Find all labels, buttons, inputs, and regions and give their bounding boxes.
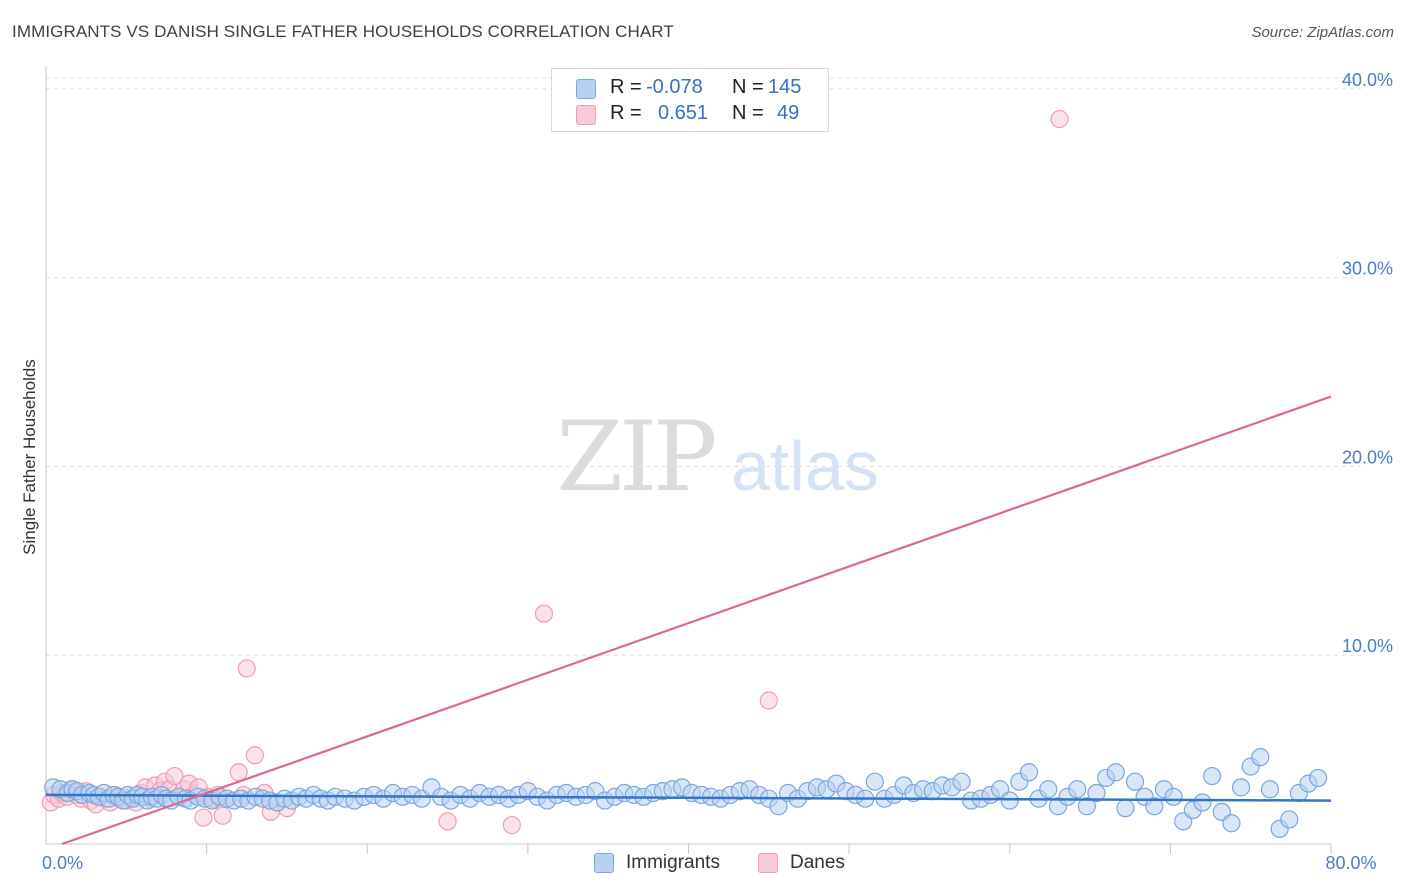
danes-point: [245, 746, 264, 765]
axes: [45, 66, 1332, 854]
danes-point: [438, 812, 457, 831]
x-tick-label: 80.0%: [1325, 853, 1376, 873]
immigrants-point: [1222, 814, 1241, 833]
immigrants-point: [1231, 778, 1251, 797]
danes-point: [1050, 109, 1069, 129]
grid: [46, 77, 1361, 656]
immigrants-swatch: [594, 853, 614, 873]
ticks: 10.0% 20.0% 30.0% 40.0% 0.0% 80.0%: [42, 70, 1393, 873]
immigrants-trend-line: [45, 793, 1332, 802]
immigrants-point: [1019, 763, 1039, 782]
immigrants-points: [44, 748, 1328, 838]
x-tick-label: 0.0%: [42, 853, 83, 873]
danes-point: [759, 691, 778, 710]
immigrants-point: [1125, 772, 1145, 791]
immigrants-point: [865, 772, 884, 791]
r-label: R =: [610, 76, 642, 98]
danes-point: [194, 808, 213, 827]
danes-point: [237, 659, 256, 678]
series-legend: Immigrants Danes: [0, 852, 1406, 878]
danes-point: [534, 604, 554, 623]
y-tick-label: 40.0%: [1342, 70, 1393, 90]
watermark-zip: ZIP: [556, 401, 715, 513]
danes-trend-line: [61, 395, 1332, 846]
watermark: ZIP atlas: [556, 401, 879, 513]
n-value: 49: [777, 102, 800, 124]
immigrants-point: [1077, 797, 1096, 816]
immigrants-point: [1193, 793, 1212, 812]
immigrants-point: [1116, 799, 1135, 818]
danes-swatch: [758, 853, 778, 873]
source-label: Source: ZipAtlas.com: [1251, 24, 1394, 41]
immigrants-point: [1203, 766, 1222, 786]
y-tick-label: 20.0%: [1342, 447, 1393, 467]
legend-row-immigrants: R = -0.078 N = 145: [552, 76, 828, 102]
legend-label: Immigrants: [626, 852, 720, 873]
n-label: N =: [732, 102, 764, 124]
r-label: R =: [610, 102, 642, 124]
y-tick-label: 10.0%: [1342, 636, 1393, 656]
danes-point: [213, 806, 232, 825]
y-tick-label: 30.0%: [1342, 259, 1393, 279]
r-value: 0.651: [658, 102, 709, 124]
r-value: -0.078: [646, 76, 703, 98]
danes-point: [502, 816, 521, 835]
immigrants-point: [1000, 791, 1019, 810]
immigrants-point: [1087, 783, 1106, 803]
immigrants-point: [1280, 810, 1299, 829]
legend-label: Danes: [790, 852, 845, 873]
correlation-legend: R = -0.078 N = 145 R = 0.651 N = 49: [551, 68, 829, 132]
immigrants-point: [1164, 787, 1183, 806]
legend-row-danes: R = 0.651 N = 49: [552, 102, 828, 128]
danes-point: [165, 766, 184, 786]
immigrants-point: [1068, 780, 1087, 799]
trend-lines: [45, 395, 1332, 846]
y-axis-label: Single Father Households: [20, 359, 39, 555]
immigrants-point: [1039, 780, 1058, 799]
immigrants-point: [1251, 748, 1270, 767]
immigrants-point: [1309, 768, 1328, 788]
immigrants-point: [1106, 763, 1125, 782]
immigrants-swatch: [576, 79, 596, 99]
n-label: N =: [732, 76, 764, 98]
immigrants-point: [1260, 780, 1280, 799]
immigrants-point: [952, 772, 971, 791]
danes-point: [229, 763, 248, 782]
danes-swatch: [576, 105, 596, 125]
chart-title: IMMIGRANTS VS DANISH SINGLE FATHER HOUSE…: [12, 22, 674, 41]
n-value: 145: [768, 76, 802, 98]
immigrants-point: [1145, 797, 1164, 816]
danes-points: [41, 109, 1069, 835]
